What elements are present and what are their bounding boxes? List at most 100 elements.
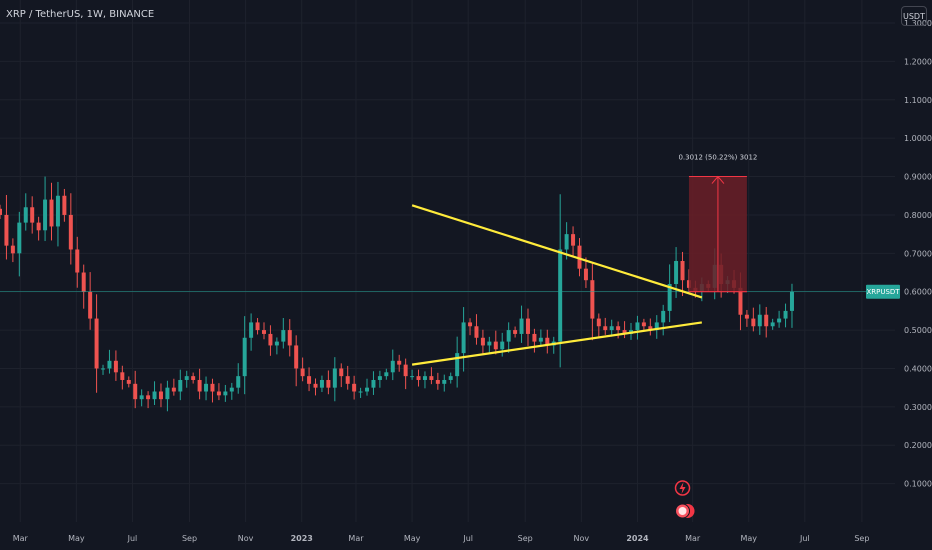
y-tick-label: 0.5000 [904,326,932,335]
candle-body [410,376,415,378]
y-tick-label: 0.9000 [904,173,932,182]
candle-body [442,379,447,384]
candle-body [133,383,138,400]
trendline-upper [411,204,703,299]
candle-body [777,318,782,323]
candle-body [4,214,9,246]
candle-body [384,372,389,377]
candle-body [635,322,640,331]
candle-body [648,326,653,331]
candle-body [751,318,756,327]
candle-body [223,391,228,396]
grid [0,0,895,522]
candle-body [249,322,254,338]
candle-body [622,330,627,334]
candle-body [506,330,511,342]
candle-body [358,391,363,393]
y-tick-label: 1.0000 [904,134,932,143]
candle-body [178,379,183,392]
candle-body [300,368,305,377]
candle-body [113,360,118,373]
candle-body [519,318,524,334]
candle-body [216,391,221,396]
y-tick-label: 0.1000 [904,480,932,489]
candle-body [371,379,376,388]
x-tick-label: Sep [854,534,869,543]
candle-body [558,249,563,342]
candle-body [81,272,86,292]
x-tick-label: May [404,534,421,543]
candle-body [88,291,93,319]
candle-body [165,387,170,400]
y-tick-label: 1.1000 [904,96,932,105]
current-price-tag [866,284,900,299]
x-tick-label: Jul [462,534,473,543]
candle-body [487,341,492,346]
candle-body [332,368,337,388]
candle-body [390,360,395,373]
candle-body [603,326,608,331]
candle-body [789,291,794,311]
overlays: 0.3012 (50.22%) 3012 [0,154,895,519]
candle-body [596,318,601,327]
currency-unit-button[interactable]: USDT [901,6,927,26]
y-tick-label: 0.4000 [904,364,932,373]
candle-body [667,284,672,311]
candle-body [152,391,157,400]
candle-body [55,195,60,227]
candle-body [365,387,370,392]
candle-body [661,310,666,323]
y-tick-label: 0.6000 [904,288,932,297]
candle-body [641,322,646,327]
candle-body [616,326,621,331]
x-tick-label: Mar [685,534,701,543]
candle-body [36,222,41,231]
candle-body [319,379,324,388]
candle-body [403,364,408,377]
candle-body [525,318,530,334]
current-price-label: XRPUSDT [866,288,900,296]
candle-body [545,337,550,346]
earnings-badge-icon-inner [678,507,687,515]
candle-body [107,360,112,369]
candle-body [17,222,22,254]
candle-body [287,330,292,346]
candle-body [268,333,273,346]
candle-body [493,341,498,350]
y-tick-label: 0.8000 [904,211,932,220]
candle-body [229,387,234,392]
candle-body [352,383,357,392]
candle-body [474,326,479,338]
candles [0,176,794,412]
candle-body [397,360,402,365]
candle-body [577,245,582,269]
candle-body [770,322,775,327]
candle-body [609,326,614,331]
candle-body [448,376,453,380]
candle-body [158,391,163,400]
candle-body [468,322,473,327]
candle-body [146,395,151,400]
measure-label: 0.3012 (50.22%) 3012 [678,154,757,162]
candle-body [455,353,460,377]
candle-body [345,376,350,384]
candle-body [43,199,48,231]
candle-body [757,314,762,327]
y-tick-label: 0.3000 [904,403,932,412]
candle-body [101,368,106,370]
trendline-lower [411,321,702,366]
candle-body [480,337,485,346]
candle-body [513,330,518,334]
candle-body [0,208,2,215]
candle-body [783,310,788,319]
candle-body [538,337,543,342]
candle-body [261,330,266,334]
time-axis[interactable]: Mar May Jul Sep Nov 2023 Mar May Jul Sep Nov 2024 Ma… [13,534,870,543]
candle-body [738,287,743,315]
x-tick-label: May [740,534,757,543]
price-axis[interactable]: 0.1000 0.2000 0.3000 0.4000 0.5000 0.6000 0.70… [866,19,932,489]
candle-body [94,318,99,369]
y-tick-label: 1.2000 [904,57,932,66]
candle-body [680,261,685,281]
